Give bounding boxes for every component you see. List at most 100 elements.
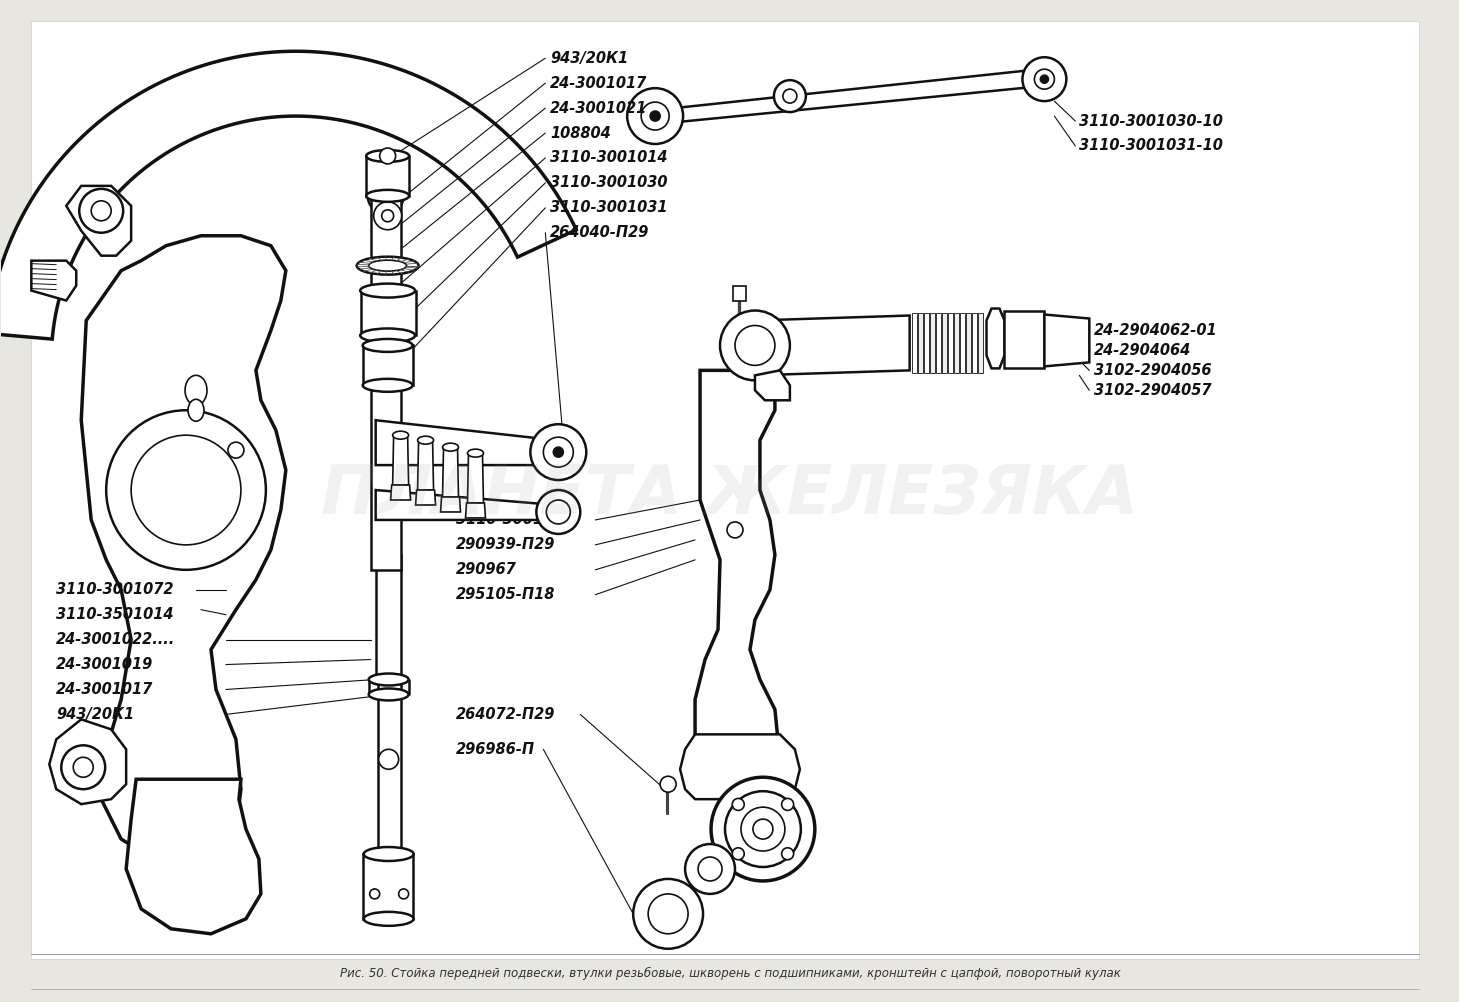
- Text: 264040-П29: 264040-П29: [550, 225, 649, 240]
- Polygon shape: [360, 291, 416, 336]
- Polygon shape: [0, 51, 576, 339]
- Circle shape: [686, 844, 735, 894]
- Polygon shape: [935, 313, 941, 374]
- Circle shape: [697, 857, 722, 881]
- Polygon shape: [694, 371, 778, 770]
- Ellipse shape: [369, 673, 409, 685]
- Polygon shape: [391, 485, 410, 500]
- Ellipse shape: [356, 257, 419, 275]
- Circle shape: [374, 201, 401, 229]
- Text: 290967: 290967: [455, 562, 516, 577]
- Circle shape: [379, 749, 398, 770]
- Polygon shape: [732, 286, 746, 301]
- Polygon shape: [82, 235, 286, 869]
- Text: 24-3001022....: 24-3001022....: [57, 632, 175, 647]
- Text: 3110-3001072: 3110-3001072: [57, 582, 174, 597]
- Text: 3110-3001042: 3110-3001042: [455, 512, 573, 527]
- Text: 290939-П29: 290939-П29: [455, 537, 554, 552]
- Circle shape: [1034, 69, 1055, 89]
- Circle shape: [782, 799, 794, 811]
- Polygon shape: [929, 313, 935, 374]
- Polygon shape: [966, 313, 970, 374]
- Text: 3110-3001031: 3110-3001031: [550, 200, 668, 215]
- Circle shape: [1023, 57, 1067, 101]
- Ellipse shape: [366, 150, 409, 162]
- Circle shape: [773, 80, 805, 112]
- Circle shape: [553, 447, 563, 457]
- Polygon shape: [363, 346, 413, 386]
- Polygon shape: [1004, 311, 1045, 369]
- Polygon shape: [924, 313, 928, 374]
- Text: 24-3001019: 24-3001019: [57, 657, 153, 672]
- Circle shape: [228, 442, 244, 458]
- Polygon shape: [375, 490, 559, 520]
- Circle shape: [735, 326, 775, 366]
- Circle shape: [648, 894, 689, 934]
- Polygon shape: [972, 313, 976, 374]
- Ellipse shape: [363, 379, 413, 392]
- Circle shape: [711, 778, 814, 881]
- Text: 295105-П18: 295105-П18: [455, 587, 554, 602]
- Polygon shape: [50, 719, 125, 805]
- Ellipse shape: [467, 449, 483, 457]
- Text: 3110-3001031-10: 3110-3001031-10: [1080, 138, 1223, 153]
- Ellipse shape: [442, 443, 458, 451]
- Text: 3102-2904057: 3102-2904057: [1094, 383, 1212, 398]
- Polygon shape: [378, 679, 401, 854]
- Ellipse shape: [363, 912, 413, 926]
- Polygon shape: [392, 435, 409, 485]
- Text: 3110-3001014: 3110-3001014: [550, 150, 668, 165]
- Polygon shape: [1045, 315, 1090, 367]
- Polygon shape: [941, 313, 947, 374]
- Circle shape: [543, 437, 573, 467]
- Polygon shape: [125, 780, 261, 934]
- Text: 3102-2904056: 3102-2904056: [1094, 363, 1212, 378]
- Polygon shape: [986, 309, 1004, 369]
- Text: 24-3001017: 24-3001017: [57, 682, 153, 697]
- Circle shape: [732, 799, 744, 811]
- Polygon shape: [754, 316, 909, 376]
- Polygon shape: [441, 497, 461, 512]
- Text: 108804: 108804: [550, 125, 611, 140]
- Circle shape: [368, 178, 404, 213]
- Polygon shape: [978, 313, 982, 374]
- Polygon shape: [66, 186, 131, 256]
- Polygon shape: [467, 453, 483, 503]
- Text: 943/20К1: 943/20К1: [550, 51, 629, 66]
- Polygon shape: [31, 261, 76, 301]
- Polygon shape: [754, 371, 789, 400]
- Circle shape: [732, 848, 744, 860]
- Circle shape: [369, 889, 379, 899]
- Circle shape: [131, 435, 241, 545]
- Text: 943/20К1: 943/20К1: [57, 706, 134, 721]
- Polygon shape: [918, 313, 922, 374]
- Circle shape: [398, 889, 409, 899]
- Circle shape: [633, 879, 703, 949]
- Polygon shape: [665, 69, 1042, 123]
- Text: ПЛАНЕТА ЖЕЛЕЗЯКА: ПЛАНЕТА ЖЕЛЕЗЯКА: [321, 462, 1138, 528]
- Polygon shape: [947, 313, 953, 374]
- Polygon shape: [954, 313, 959, 374]
- Circle shape: [659, 777, 676, 793]
- Polygon shape: [960, 313, 964, 374]
- Text: 3110-3001030: 3110-3001030: [550, 175, 668, 190]
- Polygon shape: [375, 555, 401, 679]
- Circle shape: [753, 819, 773, 839]
- Ellipse shape: [369, 261, 407, 272]
- Polygon shape: [417, 440, 433, 490]
- Polygon shape: [375, 420, 559, 465]
- Text: Рис. 50. Стойка передней подвески, втулки резьбовые, шкворень с подшипниками, кр: Рис. 50. Стойка передней подвески, втулк…: [340, 967, 1121, 980]
- Circle shape: [537, 490, 581, 534]
- Text: 3110-3501014: 3110-3501014: [57, 607, 174, 622]
- Polygon shape: [363, 854, 413, 919]
- Ellipse shape: [363, 847, 413, 861]
- Circle shape: [627, 88, 683, 144]
- Circle shape: [107, 410, 266, 570]
- Circle shape: [531, 424, 587, 480]
- Polygon shape: [371, 176, 401, 570]
- Polygon shape: [31, 21, 1418, 959]
- Polygon shape: [680, 734, 800, 800]
- Circle shape: [61, 745, 105, 790]
- Ellipse shape: [417, 436, 433, 444]
- Circle shape: [641, 102, 670, 130]
